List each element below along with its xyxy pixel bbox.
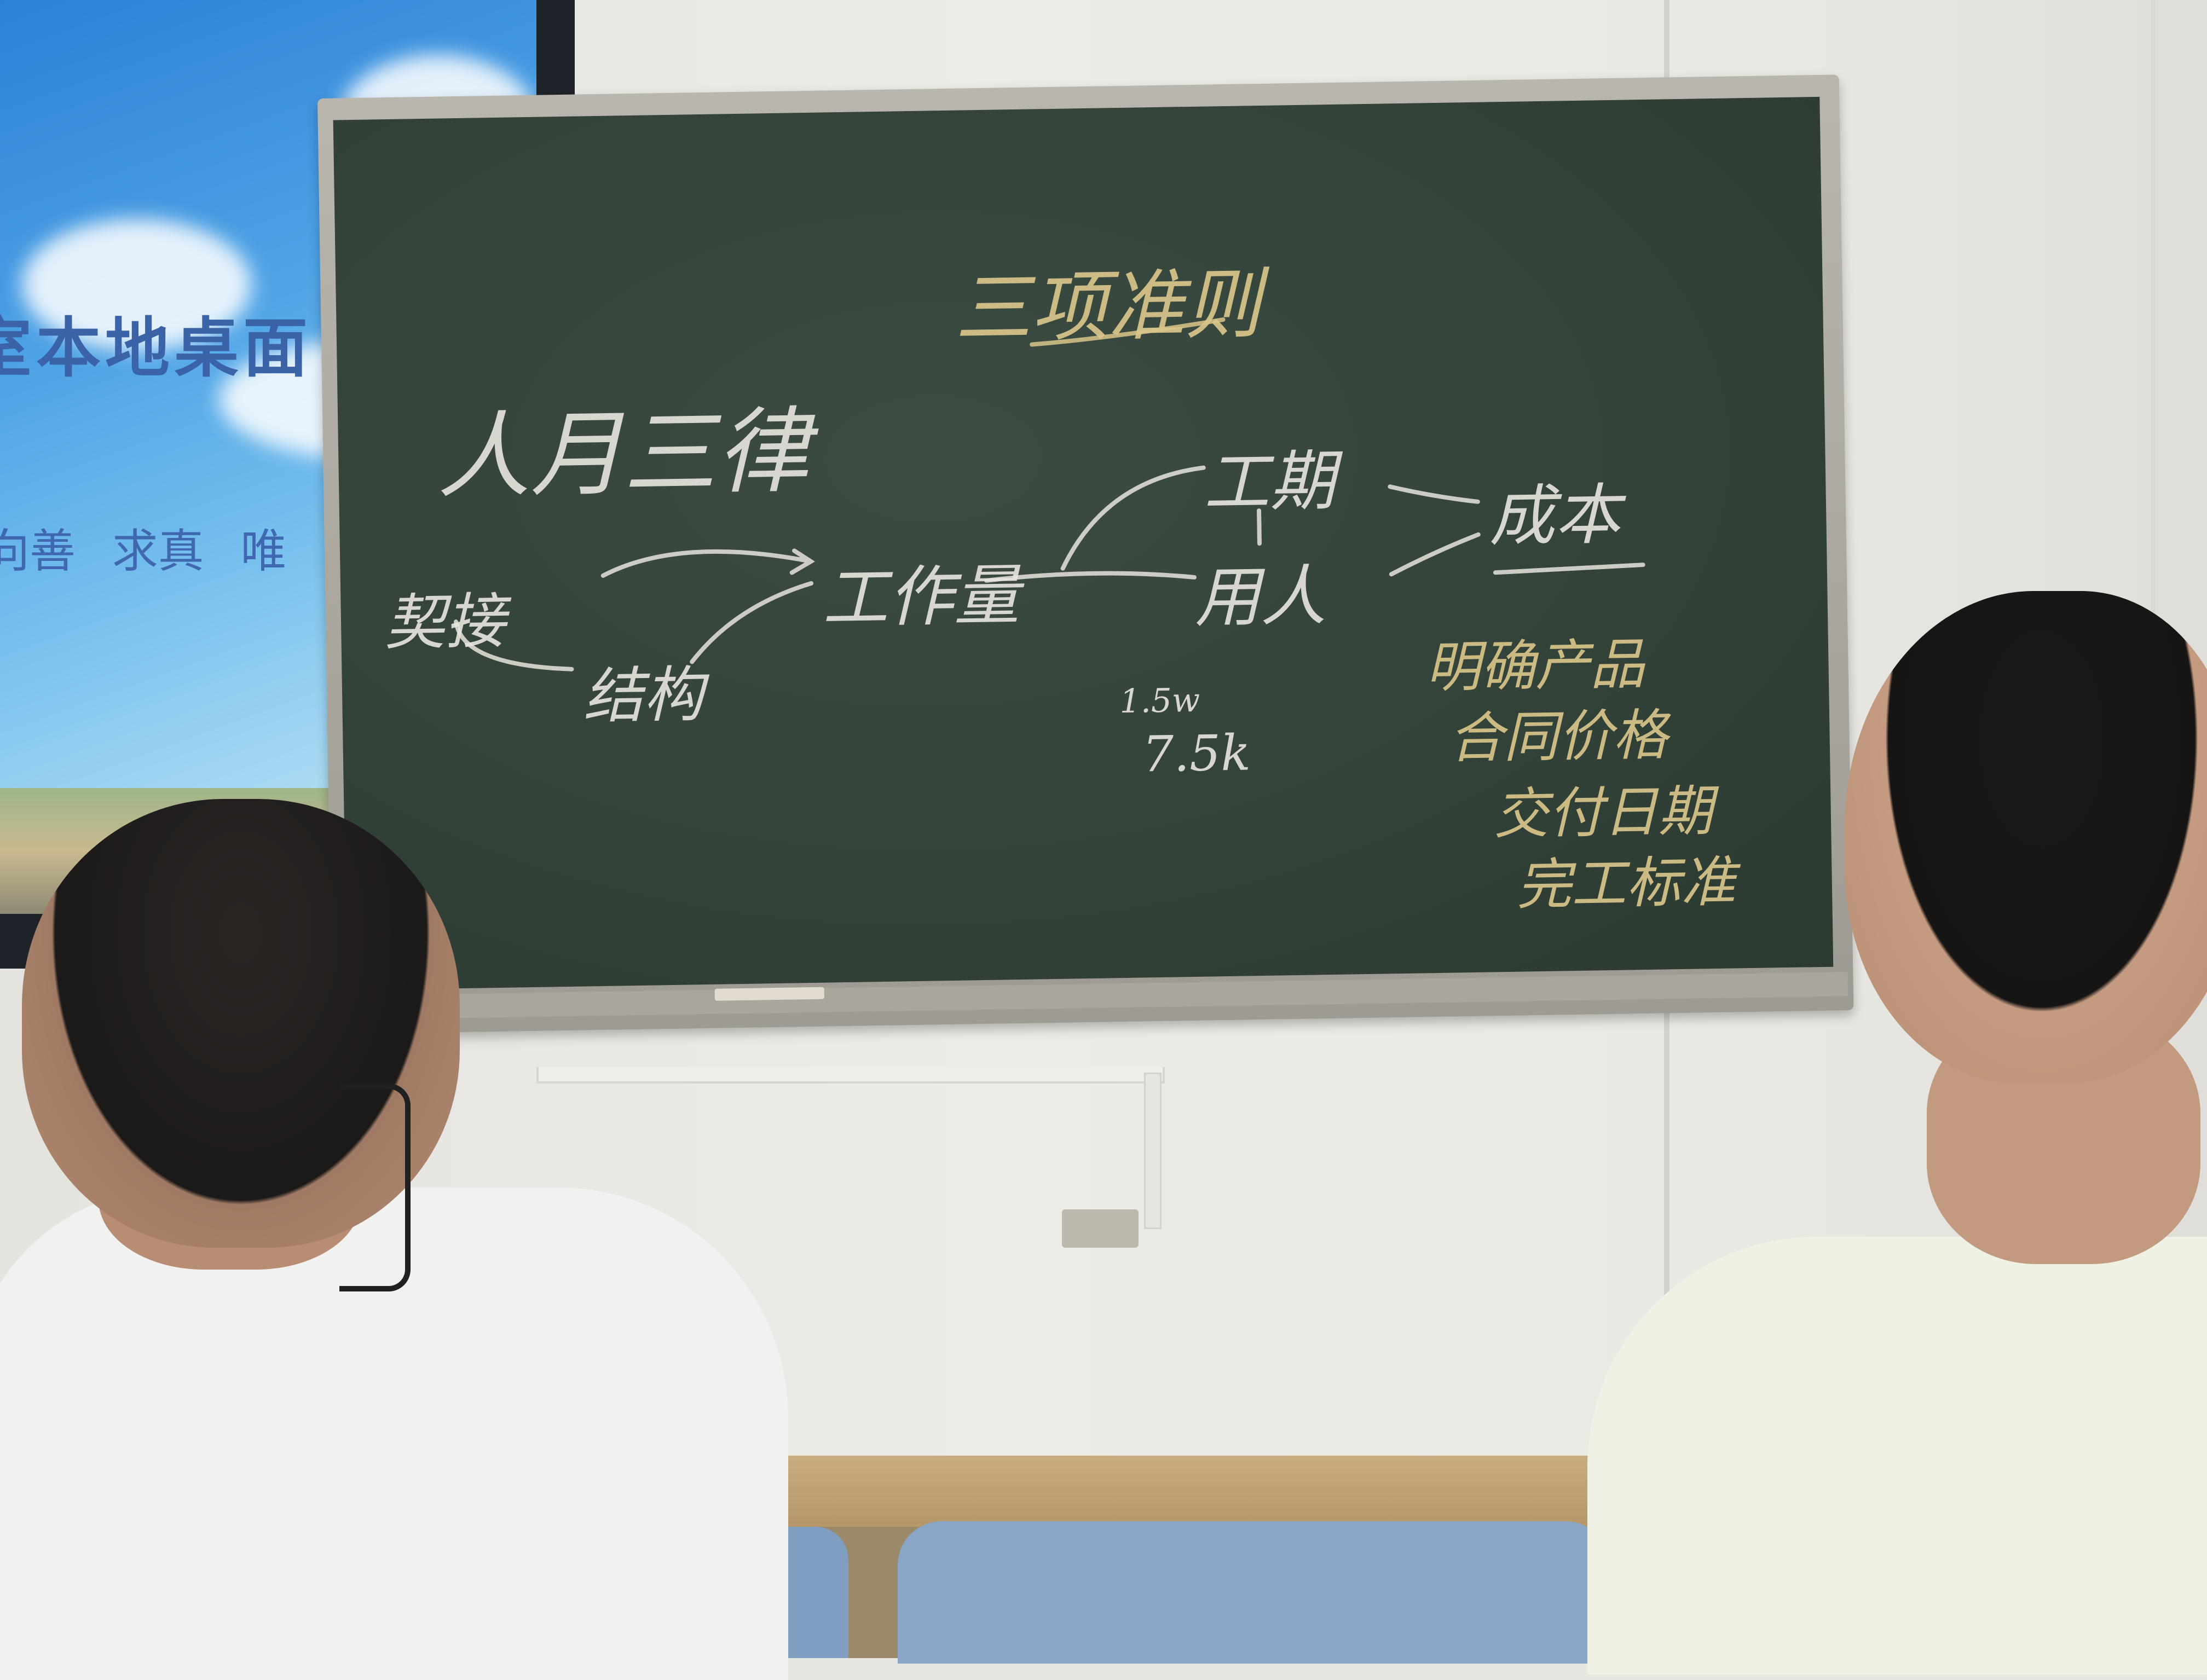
chair — [898, 1521, 1609, 1664]
chalkboard: 三项准则 人月三律 契接 结构 工作量 工期 用人 成本 1.5w 7.5k 明… — [333, 96, 1834, 990]
chalk-arrows — [454, 317, 1645, 671]
screen-motto: 向善 求真 唯 — [0, 524, 287, 578]
arrow-start-to-branch — [454, 619, 574, 671]
arrow-start-to-middle — [600, 549, 813, 578]
link-top-bottom — [1257, 508, 1262, 546]
underline-end — [1493, 563, 1645, 575]
desk — [695, 1456, 1637, 1527]
wall-outlet — [1062, 1209, 1139, 1248]
arrow-head — [789, 548, 816, 575]
arrow-branch-to-middle — [690, 581, 814, 664]
chalkboard-frame: 三项准则 人月三律 契接 结构 工作量 工期 用人 成本 1.5w 7.5k 明… — [317, 74, 1854, 1034]
arrow-bottom-to-end — [1389, 532, 1481, 577]
chalk-icon — [714, 987, 824, 1001]
glasses-icon — [339, 1084, 411, 1291]
arrow-middle-to-bottom — [984, 571, 1197, 583]
student-left-head — [22, 799, 460, 1248]
screen-title: 室本地桌面 — [0, 310, 313, 386]
student-right-shirt — [1587, 1237, 2207, 1675]
student-right-head — [1845, 591, 2207, 1084]
arrow-top-to-end — [1388, 484, 1480, 504]
underline-heading — [1030, 317, 1226, 347]
wall-seam — [2151, 0, 2156, 1204]
wall-conduit — [1144, 1073, 1162, 1229]
wall-conduit — [536, 1067, 1165, 1084]
cloud-shape — [22, 219, 252, 350]
arrow-middle-to-top — [1060, 465, 1206, 571]
